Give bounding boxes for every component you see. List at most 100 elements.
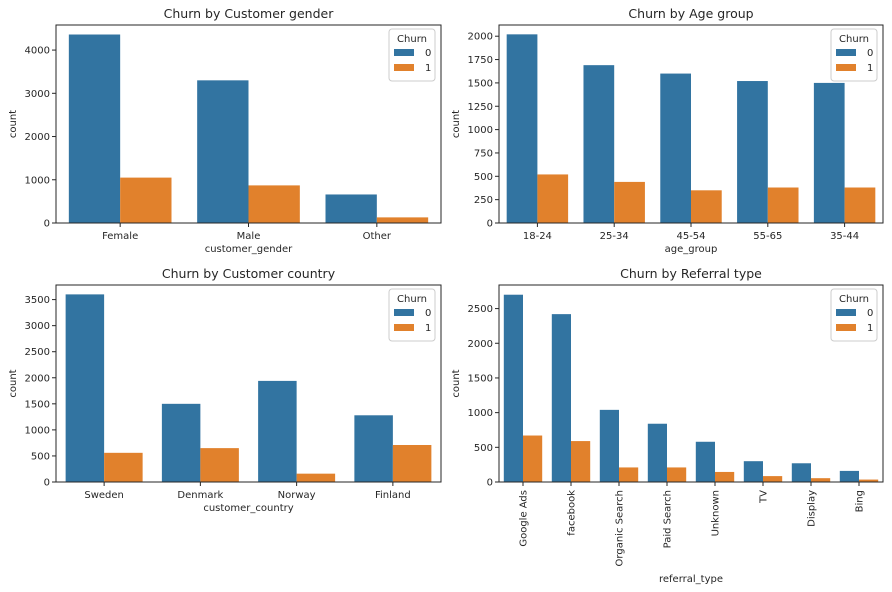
legend-label-1: 1 [425, 63, 431, 74]
y-tick-label: 2000 [468, 32, 493, 43]
y-tick-label: 4000 [25, 46, 50, 57]
bar-finland-churn-0 [354, 415, 393, 482]
x-tick-label: Finland [375, 490, 411, 501]
x-tick-label: Male [237, 231, 261, 242]
chart-panel-2: Churn by Age group 0 250 500 750 1000 1250 1500… [451, 6, 884, 255]
y-tick-label: 1500 [25, 399, 50, 410]
bar-55-65-churn-0 [737, 81, 768, 223]
x-tick-label: facebook [567, 490, 578, 536]
x-tick-label: Organic Search [615, 490, 626, 566]
x-axis-label: customer_country [203, 503, 293, 514]
x-tick-label: Paid Search [663, 490, 674, 548]
legend-swatch-1 [394, 324, 414, 331]
axes-frame [55, 284, 442, 483]
legend: Churn 0 1 [388, 288, 436, 342]
bar-25-34-churn-1 [614, 181, 645, 223]
bar-display-churn-1 [811, 478, 831, 482]
legend-label-0: 0 [425, 48, 431, 59]
bar-organic-search-churn-1 [619, 467, 639, 482]
x-tick-label: 25-34 [600, 231, 629, 242]
legend-swatch-1 [394, 64, 414, 71]
y-tick-label: 1000 [468, 125, 493, 136]
y-tick-label: 2000 [468, 339, 493, 350]
axes-frame [55, 24, 442, 224]
y-tick-label: 2000 [25, 132, 50, 143]
x-tick-label: Unknown [711, 490, 722, 536]
bar-female-churn-0 [68, 34, 121, 223]
bar-facebook-churn-1 [571, 441, 591, 482]
legend-label-1: 1 [867, 63, 873, 74]
legend-label-0: 0 [425, 308, 431, 319]
y-tick-label: 0 [44, 478, 50, 489]
y-tick-label: 1500 [468, 78, 493, 89]
y-tick-label: 2500 [25, 347, 50, 358]
legend-title: Churn [839, 34, 869, 45]
x-tick-label: 45-54 [676, 231, 705, 242]
bar-sweden-churn-1 [104, 452, 143, 482]
y-tick-label: 1000 [25, 425, 50, 436]
x-tick-label: Denmark [177, 490, 223, 501]
y-tick-label: 1750 [468, 55, 493, 66]
x-tick-label: TV [759, 490, 770, 504]
axes-frame [498, 284, 884, 483]
legend-swatch-0 [394, 49, 414, 56]
bar-paid-search-churn-0 [647, 423, 667, 482]
bar-other-churn-0 [325, 194, 377, 223]
bar-45-54-churn-0 [660, 73, 691, 223]
y-tick-label: 0 [44, 219, 50, 230]
chart-panel-3: Churn by Customer country 0 500 1000 1500 200… [8, 266, 442, 514]
x-tick-label: Google Ads [519, 490, 530, 547]
bar-tv-churn-0 [743, 461, 763, 482]
bar-tv-churn-1 [763, 476, 783, 482]
bar-bing-churn-0 [839, 470, 859, 482]
legend-label-0: 0 [867, 308, 873, 319]
x-tick-label: Display [807, 490, 818, 527]
y-tick-label: 500 [31, 451, 50, 462]
bar-organic-search-churn-0 [599, 409, 619, 482]
bar-google-ads-churn-1 [523, 435, 543, 482]
x-tick-label: 55-65 [753, 231, 782, 242]
y-tick-label: 1500 [468, 373, 493, 384]
legend-title: Churn [397, 34, 427, 45]
bar-female-churn-1 [120, 177, 172, 223]
bar-sweden-churn-0 [65, 294, 105, 482]
chart-title: Churn by Customer country [162, 266, 336, 281]
y-axis-label: count [451, 110, 462, 138]
legend: Churn 0 1 [830, 288, 878, 342]
y-tick-label: 2000 [25, 373, 50, 384]
bar-25-34-churn-0 [583, 65, 615, 224]
legend-title: Churn [839, 294, 869, 305]
bar-display-churn-0 [791, 463, 811, 482]
bar-norway-churn-0 [258, 380, 297, 482]
x-tick-label: 35-44 [830, 231, 859, 242]
bar-18-24-churn-1 [537, 174, 569, 223]
x-axis-label: customer_gender [205, 244, 293, 255]
bar-unknown-churn-1 [715, 471, 735, 482]
bar-18-24-churn-0 [506, 34, 538, 223]
y-tick-label: 2500 [468, 304, 493, 315]
y-axis-label: count [451, 369, 462, 397]
bar-denmark-churn-0 [161, 403, 201, 482]
chart-panel-1: Churn by Customer gender 0 1000 2000 3000 400… [8, 6, 442, 255]
legend-label-1: 1 [867, 323, 873, 334]
bar-facebook-churn-0 [551, 314, 571, 482]
y-tick-label: 0 [487, 219, 493, 230]
chart-title: Churn by Referral type [620, 266, 762, 281]
bar-35-44-churn-0 [813, 82, 845, 223]
legend-swatch-0 [836, 309, 856, 316]
x-axis-label: age_group [665, 244, 718, 255]
bar-45-54-churn-1 [691, 190, 722, 223]
y-tick-label: 0 [487, 478, 493, 489]
chart-title: Churn by Age group [628, 6, 753, 21]
y-axis-label: count [8, 110, 19, 138]
bar-unknown-churn-0 [695, 441, 715, 482]
x-axis-label: referral_type [659, 574, 723, 585]
bar-norway-churn-1 [296, 473, 336, 482]
y-tick-label: 750 [474, 148, 493, 159]
bar-google-ads-churn-0 [503, 294, 523, 482]
legend: Churn 0 1 [388, 28, 436, 82]
bar-55-65-churn-1 [767, 187, 799, 223]
x-tick-label: 18-24 [523, 231, 552, 242]
y-tick-label: 500 [474, 172, 493, 183]
